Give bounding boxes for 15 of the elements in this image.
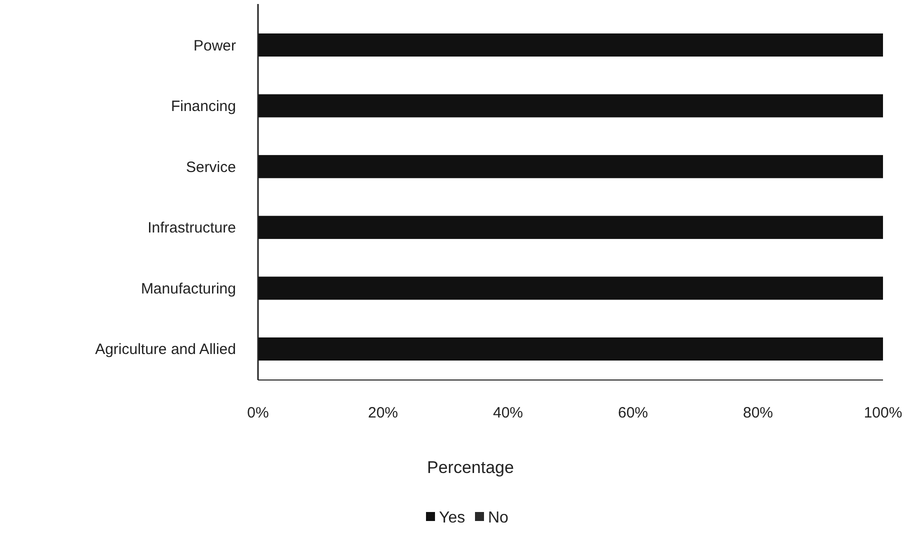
- legend-label: Yes: [439, 510, 466, 527]
- y-tick-label: Service: [186, 158, 236, 176]
- y-tick-label: Agriculture and Allied: [95, 341, 236, 358]
- x-axis-title: Percentage: [427, 458, 514, 477]
- x-tick-label: 80%: [742, 404, 774, 422]
- y-tick-label: Infrastructure: [148, 220, 236, 237]
- y-tick-label: Manufacturing: [140, 280, 236, 298]
- x-tick-label: 100%: [864, 404, 902, 422]
- y-tick-label: Power: [193, 37, 236, 54]
- x-tick-label: 0%: [247, 404, 269, 422]
- y-tick-label: Financing: [170, 98, 236, 116]
- x-tick-label: 60%: [618, 404, 648, 422]
- legend-label: No: [488, 510, 509, 527]
- x-tick-label: 20%: [368, 404, 398, 422]
- x-tick-label: 40%: [492, 404, 524, 422]
